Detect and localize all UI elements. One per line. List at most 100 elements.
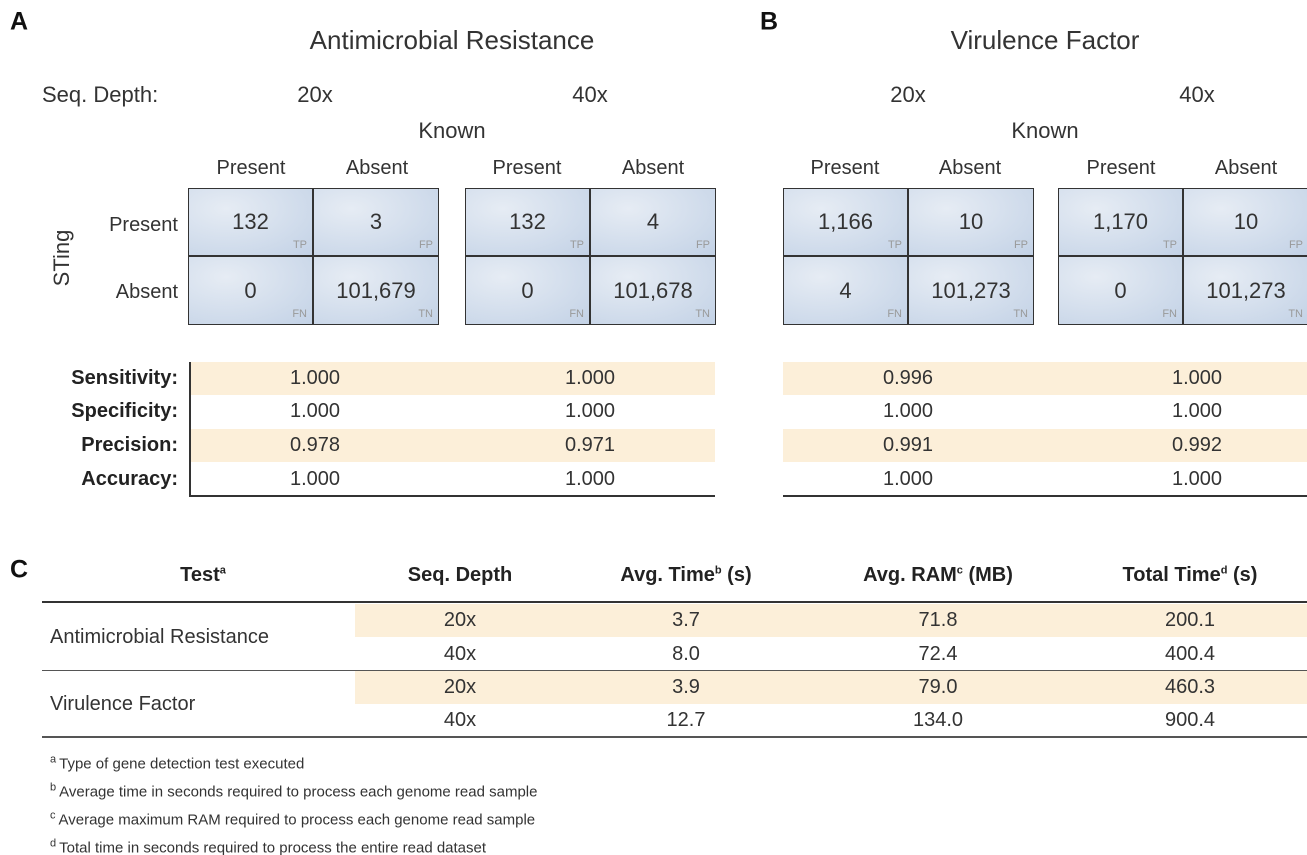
matrix-cell: 0 FN [1058,256,1183,325]
cell-tag: TN [418,308,433,320]
col-label: Absent [1214,157,1278,179]
footnote-text: Type of gene detection test executed [59,755,305,773]
header-sup: d [1220,564,1228,577]
metric-name: Specificity: [71,400,178,422]
metric-rule [189,495,715,497]
test-name: Antimicrobial Resistance [50,626,269,648]
depth-label: 40x [572,82,608,107]
test-name: Virulence Factor [50,692,196,715]
known-label: Known [1011,118,1079,143]
header-cell: Testa [180,565,226,585]
cell-value: 101,273 [931,277,1011,303]
metric-shade [189,362,715,395]
footnote-text: Total time in seconds required to proces… [59,839,487,855]
cell-value: 4 [646,209,660,234]
metric-value: 1.000 [289,400,341,422]
footnote-sup: d [50,837,57,850]
col-label: Present [492,157,562,179]
cell-tag: FP [418,239,433,251]
matrix-cell: 10 FP [1183,188,1307,256]
cell-value: 0 [244,277,257,303]
footnote: a Type of gene detection test executed [50,754,305,773]
matrix-cell: 101,679 TN [313,256,439,325]
metric-value: 0.971 [564,434,616,456]
footnote: b Average time in seconds required to pro… [50,781,538,801]
metric-value: 1.000 [1171,367,1223,389]
cell-value: 101,679 [336,277,416,303]
col-label: Present [810,157,880,179]
col-label: Present [216,157,286,179]
matrix-cell: 1,170 TP [1058,188,1183,256]
table-cell: 134.0 [912,709,964,731]
table-cell: 79.0 [918,676,958,698]
metric-value: 1.000 [564,367,616,389]
metric-shade [189,429,715,462]
cell-value: 0 [521,277,534,303]
cell-tag: FP [695,239,710,251]
cell-tag: TN [1288,308,1303,320]
matrix-cell: 4 FP [590,188,716,256]
footnote-sup: b [50,781,57,794]
header-suffix: (MB) [962,564,1013,586]
metric-name: Sensitivity: [71,367,178,389]
metric-value: 0.992 [1171,434,1223,456]
metric-rule [783,495,1307,497]
cell-value: 4 [839,277,852,303]
cell-value: 10 [1233,209,1259,234]
cell-value: 101,678 [613,277,693,303]
header-suffix: (s) [1227,564,1258,586]
row-label: Absent [115,281,178,303]
panel-letter: C [10,555,29,584]
header-text: Avg. Time [620,564,715,586]
table-top-rule [42,601,1307,603]
row-label: Present [109,214,178,236]
cell-tag: TP [292,239,307,251]
table-cell: 3.7 [672,609,700,631]
cell-tag: FN [292,308,307,320]
table-cell: 71.8 [918,609,958,631]
header-cell: Avg. Timeb (s) [620,565,751,585]
header-text: Seq. Depth [407,564,513,586]
cell-value: 1,166 [817,209,874,234]
header-text: Test [180,564,220,586]
metric-value: 1.000 [1171,468,1223,490]
panel-title: Virulence Factor [950,25,1140,55]
metric-value: 1.000 [564,400,616,422]
metric-name: Precision: [81,434,178,456]
metric-value: 0.996 [882,367,934,389]
cell-tag: TP [887,239,902,251]
sting-label: STing [49,229,74,287]
cell-value: 132 [509,209,546,234]
table-cell: 20x [443,676,477,698]
matrix-cell: 3 FP [313,188,439,256]
cell-tag: TN [1013,308,1028,320]
footnote: c Average maximum RAM required to process… [50,810,536,829]
header-cell: Avg. RAMc (MB) [863,565,1013,585]
matrix-cell: 132 TP [465,188,590,256]
footnote-text: Average time in seconds required to proc… [59,783,538,801]
cell-value: 3 [369,209,383,234]
cell-tag: FP [1288,239,1303,251]
col-label: Absent [345,157,409,179]
footnote-text: Average maximum RAM required to process … [58,811,536,829]
metric-name: Accuracy: [81,468,178,490]
matrix-cell: 4 FN [783,256,908,325]
header-sup: a [219,564,226,577]
metric-value: 0.991 [882,434,934,456]
header-cell: Seq. Depth [408,565,512,585]
col-label: Absent [621,157,685,179]
cell-tag: FN [569,308,584,320]
metric-value: 1.000 [564,468,616,490]
cell-tag: TP [569,239,584,251]
matrix-cell: 101,273 TN [1183,256,1307,325]
cell-tag: FN [887,308,902,320]
metric-value: 1.000 [882,400,934,422]
header-suffix: (s) [721,564,752,586]
panel-letter: A [10,7,29,36]
metric-axis [189,362,191,496]
row-shade [355,604,1307,637]
header-text: Avg. RAM [863,564,957,586]
table-cell: 40x [443,709,477,731]
table-cell: 40x [443,643,477,665]
metric-value: 1.000 [1171,400,1223,422]
